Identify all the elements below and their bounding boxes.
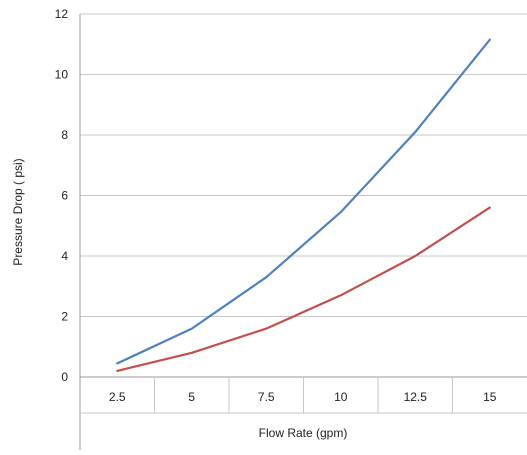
y-tick-labels: 0 2 4 6 8 10 12 [55, 7, 69, 384]
x-tick-label-12.5: 12.5 [404, 390, 428, 404]
y-tick-label-0: 0 [61, 370, 68, 384]
y-tick-label-8: 8 [61, 128, 68, 142]
x-tick-label-15: 15 [483, 390, 497, 404]
category-table [80, 377, 527, 414]
y-tick-label-6: 6 [61, 189, 68, 203]
x-tick-label-10: 10 [334, 390, 348, 404]
x-tick-label-5: 5 [188, 390, 195, 404]
series-line-1 [116, 38, 491, 365]
grid-lines [80, 13, 527, 317]
y-axis-title: Pressure Drop ( psi) [11, 158, 25, 265]
x-axis-title: Flow Rate (gpm) [259, 426, 348, 440]
y-tick-label-12: 12 [55, 7, 69, 21]
y-tick-label-10: 10 [55, 68, 69, 82]
x-tick-label-7.5: 7.5 [258, 390, 275, 404]
x-tick-labels: 2.5 5 7.5 10 12.5 15 [109, 390, 497, 404]
series-lines [116, 38, 491, 372]
y-tick-label-2: 2 [61, 310, 68, 324]
y-tick-label-4: 4 [61, 249, 68, 263]
series-line-2 [116, 206, 491, 372]
x-tick-label-2.5: 2.5 [109, 390, 126, 404]
